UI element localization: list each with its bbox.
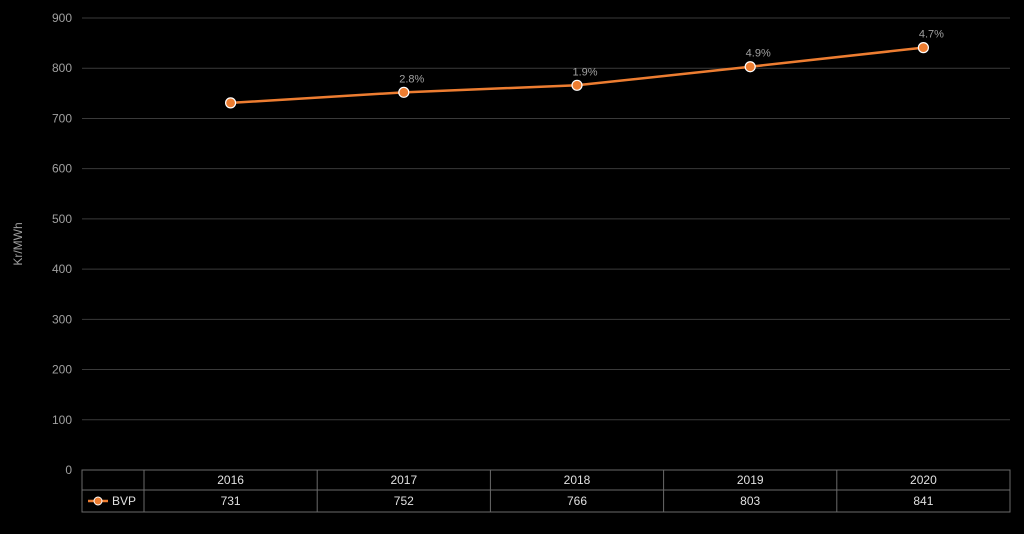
data-point <box>399 87 409 97</box>
y-tick-label: 100 <box>52 413 72 427</box>
y-tick-label: 900 <box>52 11 72 25</box>
data-point <box>226 98 236 108</box>
data-table-value: 803 <box>740 494 760 508</box>
y-tick-label: 700 <box>52 111 72 125</box>
data-point-label: 4.7% <box>919 29 944 41</box>
x-category-label: 2017 <box>390 473 417 487</box>
data-point <box>918 43 928 53</box>
data-point <box>572 80 582 90</box>
data-point-label: 4.9% <box>746 48 771 60</box>
data-table-value: 752 <box>394 494 414 508</box>
data-point-label: 2.8% <box>399 73 424 85</box>
data-point <box>745 62 755 72</box>
data-point-label: 1.9% <box>572 66 597 78</box>
x-category-label: 2018 <box>564 473 591 487</box>
x-category-label: 2019 <box>737 473 764 487</box>
y-tick-label: 500 <box>52 212 72 226</box>
y-tick-label: 0 <box>65 463 72 477</box>
data-table-value: 731 <box>221 494 241 508</box>
y-axis-title: Kr/MWh <box>11 222 25 265</box>
y-tick-label: 400 <box>52 262 72 276</box>
legend-marker-icon <box>94 497 102 505</box>
x-category-label: 2016 <box>217 473 244 487</box>
y-tick-label: 600 <box>52 162 72 176</box>
y-tick-label: 200 <box>52 363 72 377</box>
y-tick-label: 300 <box>52 312 72 326</box>
y-tick-label: 800 <box>52 61 72 75</box>
line-chart: 0 100 200 300 400 500 600 700 800 900 Kr/MWh 2.8% 1.… <box>0 0 1024 534</box>
chart-svg: 0 100 200 300 400 500 600 700 800 900 Kr/MWh 2.8% 1.… <box>0 0 1024 534</box>
x-category-label: 2020 <box>910 473 937 487</box>
data-table-value: 841 <box>913 494 933 508</box>
legend-label: BVP <box>112 494 136 508</box>
data-table-value: 766 <box>567 494 587 508</box>
